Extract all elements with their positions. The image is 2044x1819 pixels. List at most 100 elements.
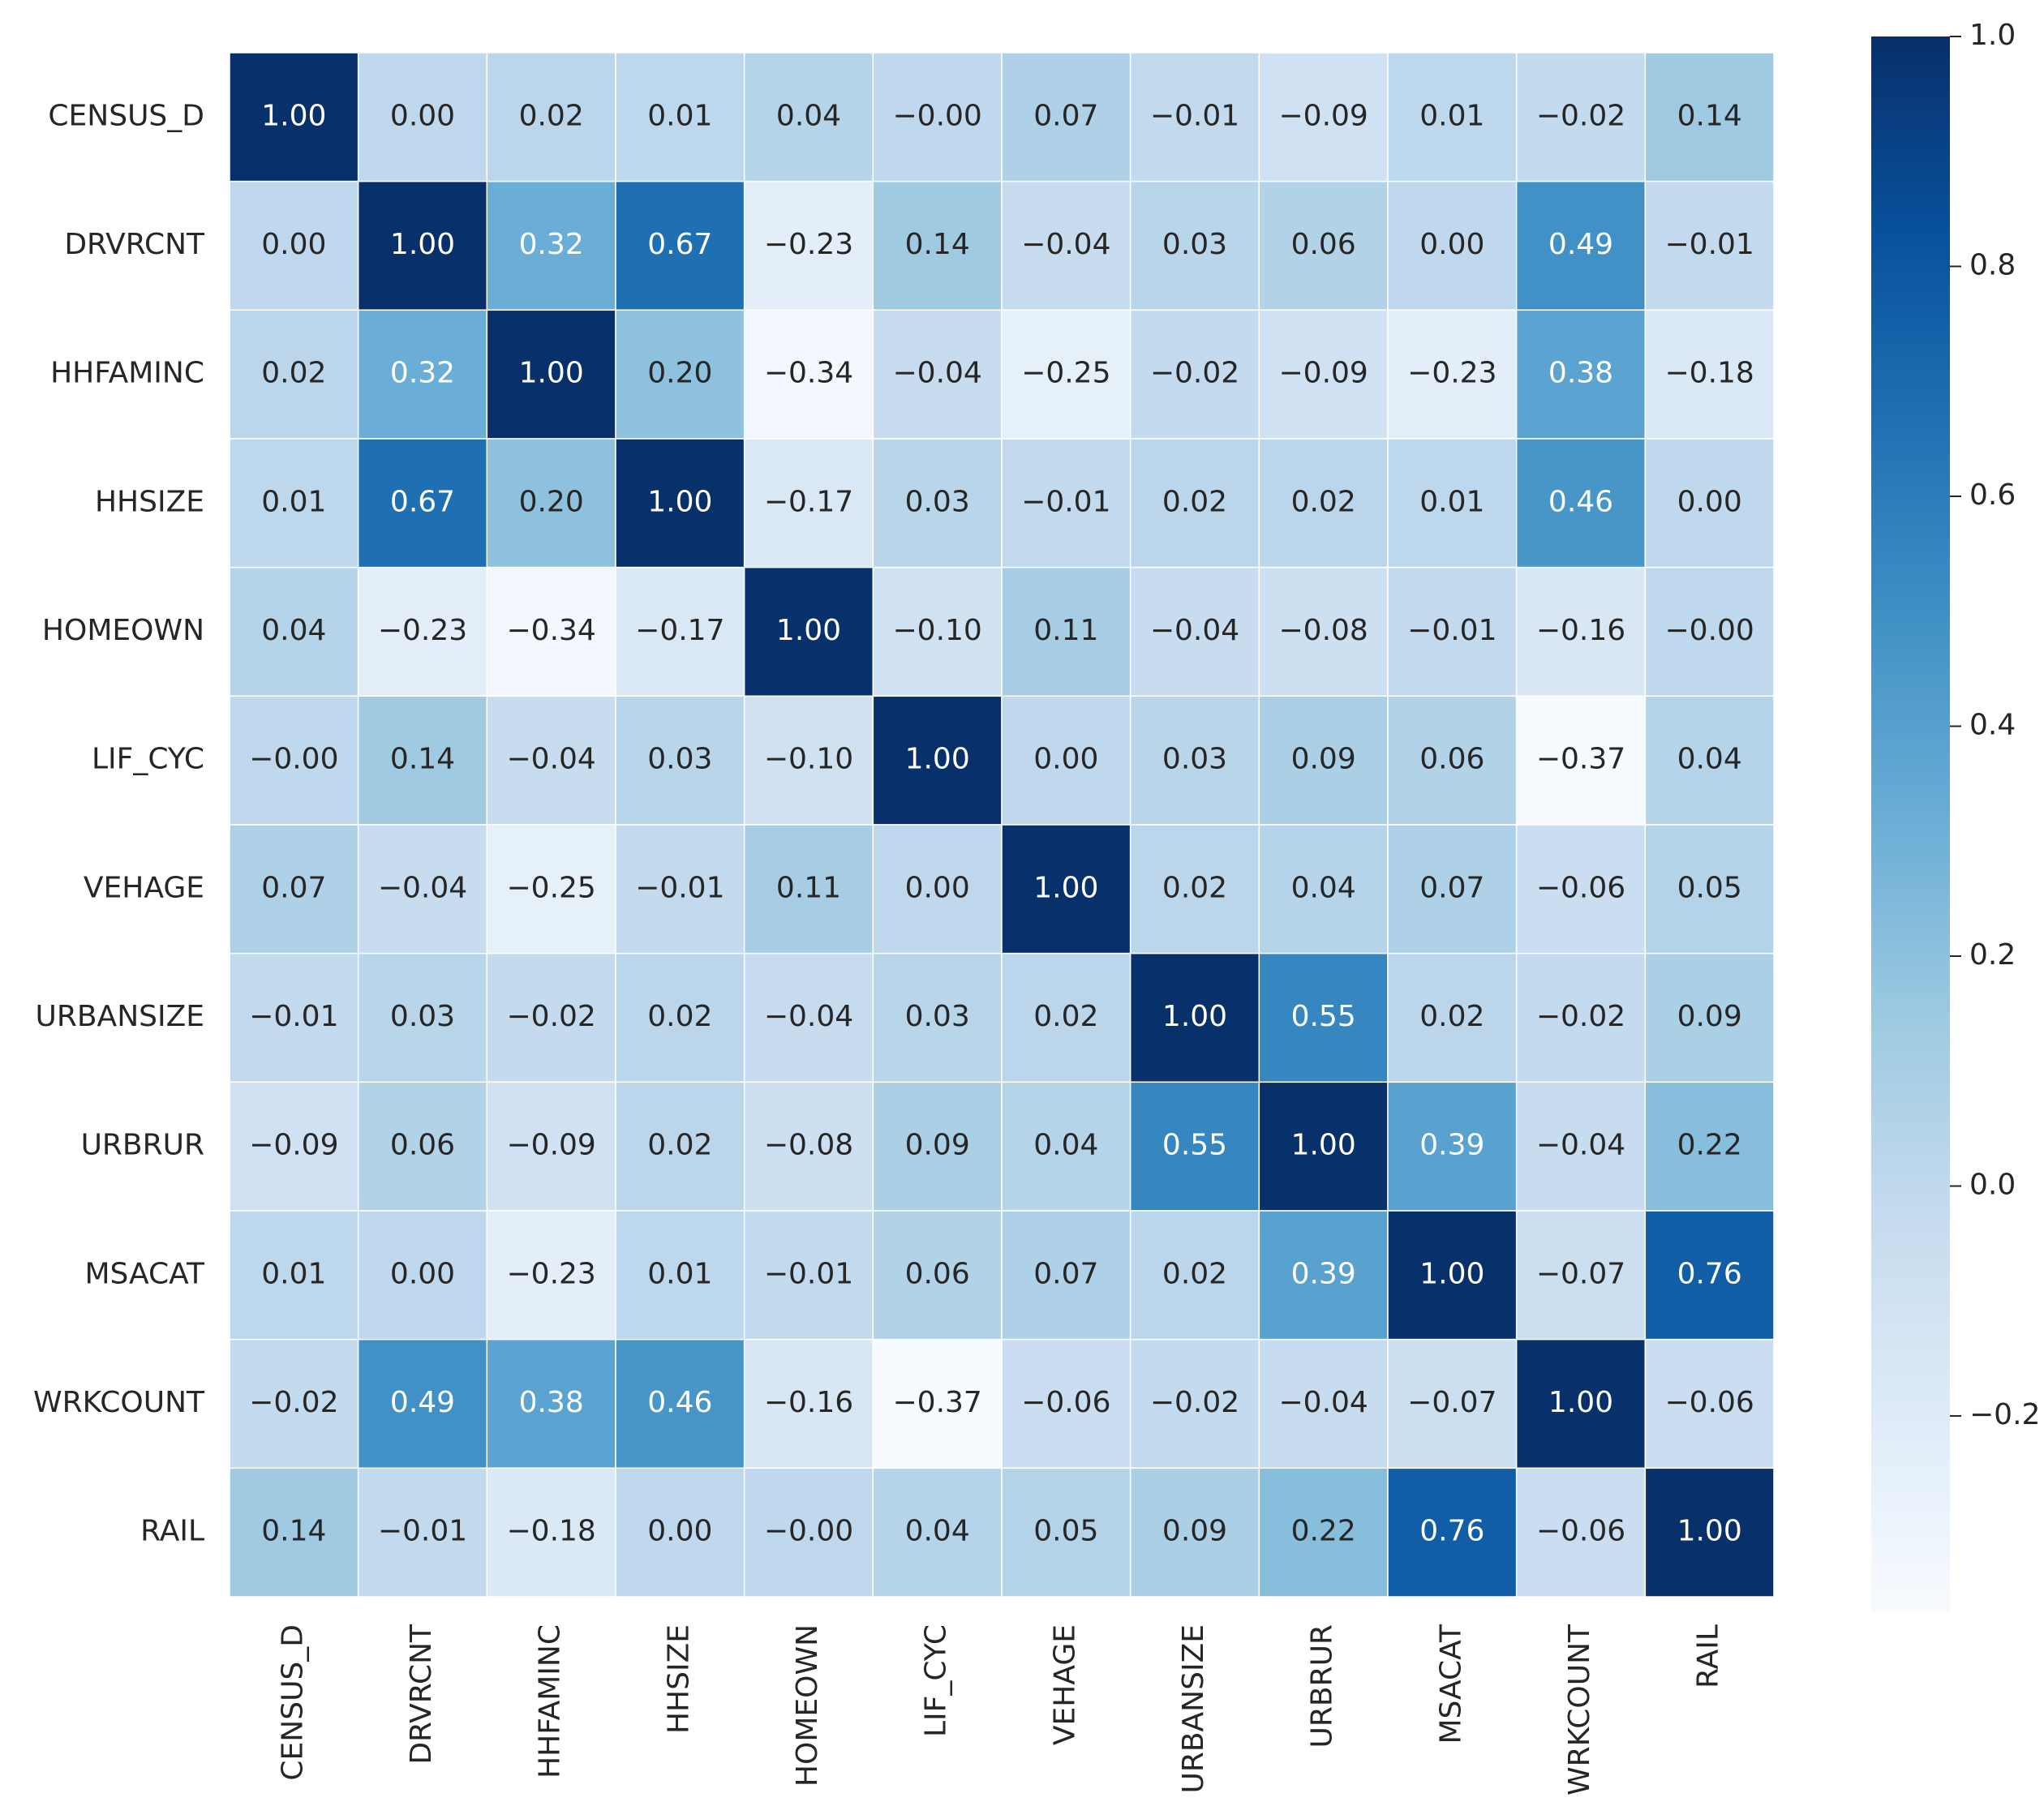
cell-label: 0.38	[1548, 357, 1613, 390]
heatmap-cell	[1515, 824, 1647, 955]
x-tick-label: VEHAGE	[1048, 1624, 1081, 1745]
heatmap-cell	[1644, 824, 1775, 955]
cell-label: −0.01	[1665, 228, 1754, 261]
heatmap-cell	[1387, 180, 1518, 311]
cell-label: −0.01	[378, 1515, 467, 1548]
cell-label: 1.00	[647, 485, 712, 518]
cell-label: −0.02	[507, 1000, 596, 1033]
y-tick-label: RAIL	[140, 1515, 204, 1548]
heatmap-cell	[229, 695, 359, 826]
cell-label: 0.04	[905, 1515, 970, 1548]
cell-label: −0.01	[1021, 485, 1110, 518]
cell-label: −0.17	[635, 614, 724, 647]
heatmap-cell	[1001, 309, 1132, 440]
cell-label: 0.32	[519, 228, 584, 261]
heatmap-cell	[743, 1467, 874, 1598]
heatmap-cell	[357, 1210, 488, 1341]
heatmap-cell	[1129, 52, 1260, 182]
y-tick-label: LIF_CYC	[92, 743, 204, 776]
cell-label: −0.02	[249, 1386, 338, 1419]
heatmap-cell	[1387, 824, 1518, 955]
heatmap-cell	[1644, 52, 1775, 182]
heatmap-cell	[872, 566, 1003, 697]
cell-label: 0.02	[1162, 871, 1227, 904]
cell-label: −0.34	[507, 614, 596, 647]
cell-label: 0.03	[390, 1000, 455, 1033]
heatmap-cell	[872, 695, 1003, 826]
heatmap-cell	[1129, 180, 1260, 311]
cell-label: −0.00	[1665, 614, 1754, 647]
heatmap-cell	[486, 824, 616, 955]
heatmap-cell	[1001, 952, 1132, 1083]
heatmap-cell	[1644, 1081, 1775, 1212]
cell-label: 0.02	[1291, 485, 1356, 518]
heatmap-cell	[486, 180, 616, 311]
x-tick-label: URBANSIZE	[1177, 1624, 1210, 1794]
cell-label: −0.10	[764, 743, 853, 776]
cell-label: 0.09	[1291, 743, 1356, 776]
heatmap-cell	[357, 52, 488, 182]
cell-label: 0.46	[647, 1386, 712, 1419]
cell-label: −0.25	[507, 871, 596, 904]
heatmap-cell	[1515, 1210, 1647, 1341]
cell-label: 0.05	[1677, 871, 1742, 904]
cell-label: 0.67	[647, 228, 712, 261]
cell-label: −0.04	[893, 357, 982, 390]
x-tick-label: MSACAT	[1434, 1624, 1467, 1744]
cell-label: −0.00	[764, 1515, 853, 1548]
cell-label: 1.00	[1677, 1515, 1742, 1548]
heatmap-cell	[1258, 438, 1389, 568]
cell-label: 0.01	[1419, 99, 1484, 132]
heatmap-cell	[486, 1210, 616, 1341]
cell-label: 0.09	[1162, 1515, 1227, 1548]
heatmap-cell	[1001, 1467, 1132, 1598]
x-tick-label: RAIL	[1692, 1624, 1725, 1688]
y-tick-label: CENSUS_D	[48, 99, 204, 132]
cell-label: 0.00	[1419, 228, 1484, 261]
cell-label: −0.06	[1536, 871, 1625, 904]
heatmap-cell	[357, 566, 488, 697]
heatmap-cell	[357, 824, 488, 955]
heatmap-cell	[229, 566, 359, 697]
heatmap-cell	[872, 1081, 1003, 1212]
cell-label: 0.38	[519, 1386, 584, 1419]
cell-label: 0.02	[647, 1000, 712, 1033]
heatmap-cell	[1258, 180, 1389, 311]
cell-label: −0.23	[507, 1257, 596, 1290]
cell-label: 0.39	[1419, 1129, 1484, 1162]
cell-label: −0.02	[1536, 1000, 1625, 1033]
cell-label: 0.03	[905, 1000, 970, 1033]
heatmap-cell	[1515, 438, 1647, 568]
y-tick-label: URBANSIZE	[36, 1000, 205, 1033]
heatmap-cell	[1644, 1338, 1775, 1469]
x-tick-label: HHSIZE	[662, 1624, 695, 1734]
cell-label: −0.06	[1665, 1386, 1754, 1419]
heatmap-cell	[1001, 438, 1132, 568]
heatmap-cell	[229, 952, 359, 1083]
heatmap-cell	[357, 438, 488, 568]
x-tick-label: DRVRCNT	[405, 1624, 438, 1765]
heatmap-cell	[1644, 952, 1775, 1083]
heatmap-cell	[1515, 1338, 1647, 1469]
cell-label: −0.09	[507, 1129, 596, 1162]
cell-label: 1.00	[261, 99, 326, 132]
heatmap-cell	[1258, 824, 1389, 955]
cell-label: −0.01	[1407, 614, 1496, 647]
heatmap-cell	[1515, 952, 1647, 1083]
colorbar-tick-label: 1.0	[1969, 19, 2016, 52]
heatmap-cell	[1387, 438, 1518, 568]
heatmap-cell	[1258, 1467, 1389, 1598]
cell-label: 0.55	[1291, 1000, 1356, 1033]
heatmap-cell	[486, 1338, 616, 1469]
heatmap-cell	[872, 180, 1003, 311]
colorbar-tick-label: 0.8	[1969, 249, 2016, 282]
colorbar-tick-label: 0.2	[1969, 938, 2016, 972]
cell-label: −0.37	[893, 1386, 982, 1419]
heatmap-cell	[743, 309, 874, 440]
cell-label: −0.16	[1536, 614, 1625, 647]
cell-label: −0.01	[1150, 99, 1239, 132]
cell-label: −0.08	[1279, 614, 1368, 647]
cell-label: 1.00	[519, 357, 584, 390]
cell-label: 0.01	[647, 1257, 712, 1290]
